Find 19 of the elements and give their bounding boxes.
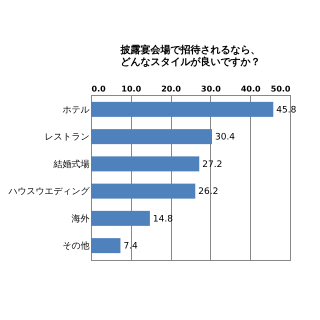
y-tick-label: レストラン <box>44 132 90 143</box>
y-tick-label: 結婚式場 <box>52 158 90 170</box>
x-tick-label: 20.0 <box>161 84 182 94</box>
x-tick-label: 0.0 <box>92 84 106 94</box>
y-tick-label: 海外 <box>72 213 90 224</box>
data-label: 27.2 <box>202 160 222 170</box>
y-tick-label: その他 <box>62 240 90 252</box>
y-tick-label: ホテル <box>62 105 90 116</box>
chart-title: 披露宴会場で招待されるなら、どんなスタイルが良いですか？ <box>120 44 260 68</box>
x-tick-label: 10.0 <box>121 84 142 94</box>
data-label: 7.4 <box>123 242 138 252</box>
x-tick-label: 30.0 <box>201 84 222 94</box>
data-label: 45.8 <box>276 105 297 116</box>
data-label: 26.2 <box>198 187 218 198</box>
data-label: 30.4 <box>214 132 236 143</box>
x-tick-label: 40.0 <box>240 84 261 94</box>
x-tick-label: 50.0 <box>270 84 291 94</box>
y-tick-label: ハウスウエディング <box>8 186 90 198</box>
data-label: 14.8 <box>152 214 174 224</box>
